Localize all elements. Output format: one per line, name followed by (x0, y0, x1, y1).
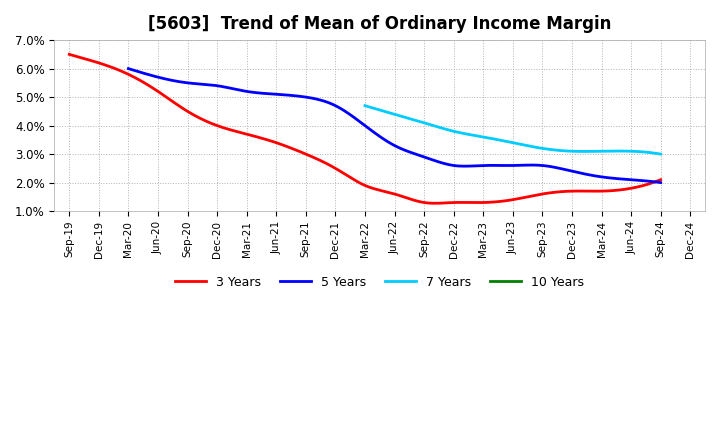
5 Years (126, 66, 135, 72)
3 Years (565, 189, 574, 194)
7 Years (657, 151, 665, 157)
3 Years (417, 199, 426, 205)
Title: [5603]  Trend of Mean of Ordinary Income Margin: [5603] Trend of Mean of Ordinary Income … (148, 15, 611, 33)
3 Years (415, 199, 423, 204)
5 Years (441, 161, 449, 166)
3 Years (65, 52, 73, 57)
3 Years (431, 201, 439, 206)
5 Years (124, 66, 132, 71)
7 Years (536, 146, 545, 151)
Legend: 3 Years, 5 Years, 7 Years, 10 Years: 3 Years, 5 Years, 7 Years, 10 Years (170, 271, 590, 294)
Line: 5 Years: 5 Years (128, 69, 661, 183)
5 Years (439, 161, 448, 166)
7 Years (361, 103, 370, 109)
3 Years (657, 177, 665, 182)
3 Years (603, 188, 611, 194)
7 Years (361, 103, 369, 108)
3 Years (427, 201, 436, 206)
7 Years (629, 149, 637, 154)
Line: 3 Years: 3 Years (69, 55, 661, 203)
3 Years (67, 52, 76, 58)
7 Years (541, 146, 550, 151)
5 Years (657, 180, 665, 185)
7 Years (610, 148, 618, 154)
7 Years (536, 145, 544, 150)
5 Years (572, 170, 581, 175)
5 Years (450, 163, 459, 168)
Line: 7 Years: 7 Years (365, 106, 661, 154)
5 Years (606, 176, 615, 181)
